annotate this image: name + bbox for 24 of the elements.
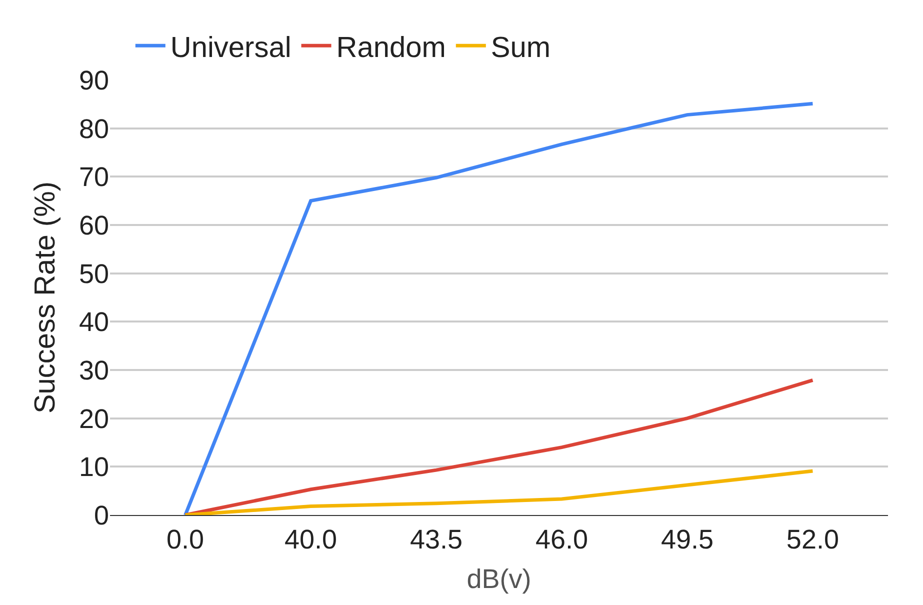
y-tick-label: 30 xyxy=(78,355,109,386)
legend-label: Random xyxy=(336,32,446,64)
x-tick-label: 0.0 xyxy=(166,524,204,554)
y-tick-label: 60 xyxy=(78,210,109,240)
line-series xyxy=(184,469,814,515)
x-tick-label: 43.5 xyxy=(410,524,463,554)
line-series xyxy=(184,378,814,515)
legend-label: Sum xyxy=(490,32,551,64)
y-tick-label: 50 xyxy=(78,258,109,289)
x-tick-label: 52.0 xyxy=(786,524,839,554)
x-tick-label: 49.5 xyxy=(660,524,714,554)
y-tick-label: 40 xyxy=(78,307,109,338)
line-series xyxy=(184,102,814,515)
legend-label: Universal xyxy=(170,32,292,64)
y-axis-title: Success Rate (%) xyxy=(29,181,62,414)
x-tick-label: 46.0 xyxy=(535,524,588,554)
y-tick-label: 0 xyxy=(94,500,109,530)
x-axis-title: dB(v) xyxy=(466,564,532,594)
x-tick-label: 40.0 xyxy=(284,524,338,554)
y-tick-label: 80 xyxy=(78,114,109,144)
y-tick-label: 20 xyxy=(78,404,109,434)
y-tick-label: 10 xyxy=(78,452,109,482)
y-tick-label: 70 xyxy=(78,162,109,192)
y-tick-label: 90 xyxy=(78,65,109,96)
